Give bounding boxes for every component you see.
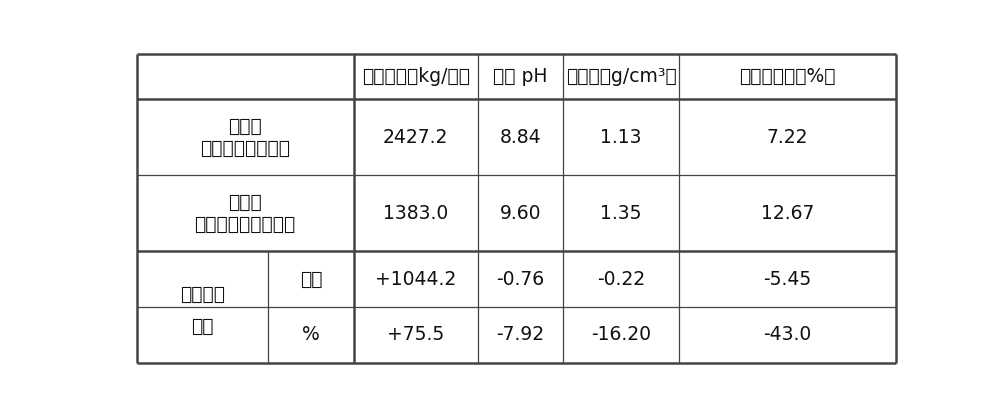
Text: 土壤容（g/cm³）: 土壤容（g/cm³）	[566, 67, 676, 86]
Text: 处理区
（施用改良材料）: 处理区 （施用改良材料）	[200, 116, 290, 157]
Text: 7.22: 7.22	[767, 128, 808, 147]
Text: 土壤 pH: 土壤 pH	[493, 67, 548, 86]
Text: 12.67: 12.67	[761, 204, 814, 223]
Text: -5.45: -5.45	[764, 270, 812, 289]
Text: 1.13: 1.13	[600, 128, 642, 147]
Text: +75.5: +75.5	[387, 325, 444, 344]
Text: -0.22: -0.22	[597, 270, 645, 289]
Text: -0.76: -0.76	[496, 270, 544, 289]
Text: 相比: 相比	[191, 317, 214, 336]
Text: 9.60: 9.60	[500, 204, 541, 223]
Text: 2427.2: 2427.2	[383, 128, 448, 147]
Text: 差值: 差值	[300, 270, 322, 289]
Text: 8.84: 8.84	[499, 128, 541, 147]
Text: 1.35: 1.35	[600, 204, 642, 223]
Text: -43.0: -43.0	[764, 325, 812, 344]
Text: 对照区
（不施用改良材料）: 对照区 （不施用改良材料）	[194, 193, 296, 234]
Text: %: %	[302, 325, 320, 344]
Text: 鲜草产量（kg/亩）: 鲜草产量（kg/亩）	[362, 67, 470, 86]
Text: -16.20: -16.20	[591, 325, 651, 344]
Text: -7.92: -7.92	[496, 325, 544, 344]
Text: 土壤碱化度（%）: 土壤碱化度（%）	[739, 67, 836, 86]
Text: 1383.0: 1383.0	[383, 204, 448, 223]
Text: 与对照区: 与对照区	[180, 285, 225, 304]
Text: +1044.2: +1044.2	[375, 270, 456, 289]
